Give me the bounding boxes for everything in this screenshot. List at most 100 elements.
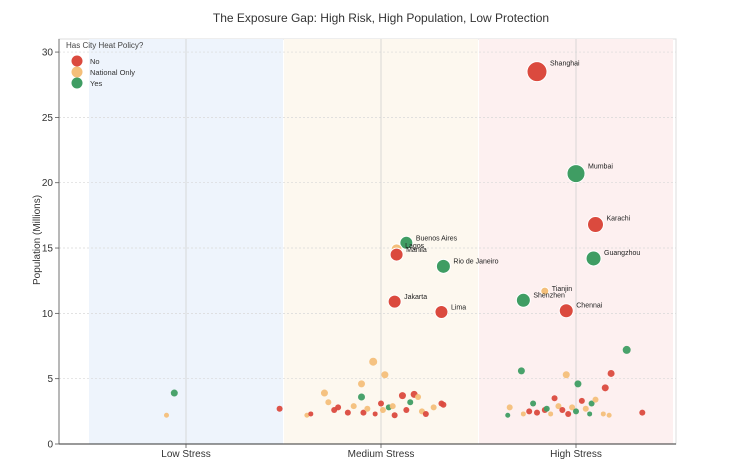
data-point — [562, 371, 570, 379]
legend-marker — [71, 55, 83, 67]
data-point — [170, 389, 178, 397]
data-point — [587, 411, 593, 417]
y-tick-label: 30 — [42, 48, 54, 59]
data-point — [582, 405, 589, 412]
point-label: Tianjin — [552, 286, 572, 293]
data-point — [379, 407, 386, 414]
point-labels: Shanghai Mumbai Karachi Guangzhou TianjinShe… — [404, 61, 640, 312]
point-label: Karachi — [607, 216, 631, 223]
data-point — [335, 404, 342, 411]
data-point — [588, 400, 595, 407]
x-tick-label: Low Stress — [161, 449, 210, 460]
data-point-lima — [434, 305, 449, 320]
point-label: Shanghai — [550, 61, 580, 68]
data-point — [517, 367, 525, 375]
stress-bands — [58, 38, 677, 445]
data-point — [430, 404, 437, 411]
data-point — [381, 371, 389, 379]
data-point — [601, 384, 609, 392]
data-point-chennai — [558, 303, 574, 319]
legend-marker — [71, 66, 83, 78]
point-label: Mumbai — [588, 164, 613, 171]
data-point-guangzhou — [585, 250, 602, 267]
data-point — [569, 404, 576, 411]
data-point — [548, 411, 554, 417]
y-axis-label: Population (Millions) — [32, 195, 43, 285]
data-point — [344, 409, 351, 416]
data-point — [364, 405, 371, 412]
data-point-tianjin — [540, 286, 550, 296]
point-label: Jakarta — [404, 294, 427, 301]
data-point — [320, 389, 328, 397]
data-point-karachi — [587, 216, 604, 234]
data-point — [360, 409, 367, 416]
data-point — [607, 369, 615, 377]
data-point-manila — [389, 247, 404, 262]
legend-label: Yes — [90, 79, 102, 88]
data-point — [350, 403, 357, 410]
data-point — [622, 345, 631, 354]
point-label: Rio de Janeiro — [453, 258, 498, 265]
data-point — [639, 409, 646, 416]
data-point — [369, 357, 378, 366]
data-points — [164, 61, 646, 419]
data-point — [526, 408, 533, 415]
chart-title: The Exposure Gap: High Risk, High Popula… — [213, 11, 549, 25]
data-point — [403, 407, 410, 414]
data-point — [415, 393, 422, 400]
data-point — [606, 412, 612, 418]
data-point — [358, 393, 365, 401]
legend-label: National Only — [90, 68, 135, 77]
point-label: Chennai — [576, 303, 603, 310]
y-tick-label: 5 — [47, 374, 53, 385]
data-point — [534, 409, 540, 416]
axes — [58, 39, 676, 445]
data-point-buenos-aires — [399, 235, 414, 250]
point-label: Lagos — [405, 243, 425, 250]
x-tick-label: High Stress — [550, 449, 602, 460]
data-point — [407, 399, 414, 406]
point-label: Shenzhen — [533, 292, 565, 299]
y-tick-label: 20 — [42, 178, 54, 189]
data-point — [391, 412, 398, 419]
data-point — [592, 396, 599, 403]
point-label: Manila — [406, 247, 427, 254]
data-point — [389, 403, 396, 410]
data-point — [600, 411, 606, 417]
point-label: Guangzhou — [604, 250, 640, 257]
data-point — [440, 401, 447, 408]
data-point — [422, 410, 429, 417]
tick-labels: 0 5 10 15 20 25 30 Low Stress Medium Stress High … — [42, 48, 602, 460]
data-point-mumbai — [566, 164, 586, 184]
legend: Has City Heat Policy? No National Only Yes — [66, 41, 144, 89]
data-point — [520, 411, 526, 417]
data-point — [574, 380, 582, 388]
data-point-shanghai — [526, 61, 548, 83]
data-point — [530, 400, 537, 407]
data-point-jakarta — [387, 294, 402, 309]
data-point — [358, 380, 365, 388]
data-point — [578, 397, 585, 404]
point-label: Lima — [451, 305, 466, 312]
data-point — [378, 400, 384, 407]
y-tick-label: 10 — [42, 309, 54, 320]
data-point — [506, 404, 513, 411]
data-point — [555, 403, 562, 410]
point-label: Buenos Aires — [416, 235, 458, 242]
data-point — [398, 392, 406, 400]
data-point — [543, 405, 550, 412]
data-point-shenzhen — [515, 292, 531, 308]
legend-label: No — [90, 57, 100, 66]
grid-lines — [59, 39, 676, 444]
data-point — [164, 412, 169, 418]
legend-title: Has City Heat Policy? — [66, 41, 144, 50]
x-tick-label: Medium Stress — [348, 449, 415, 460]
data-point — [559, 407, 566, 414]
data-point — [308, 411, 314, 417]
data-point — [304, 412, 310, 418]
y-tick-label: 25 — [42, 113, 54, 124]
legend-marker — [71, 77, 83, 89]
data-point — [276, 405, 283, 412]
y-tick-label: 15 — [42, 244, 54, 255]
